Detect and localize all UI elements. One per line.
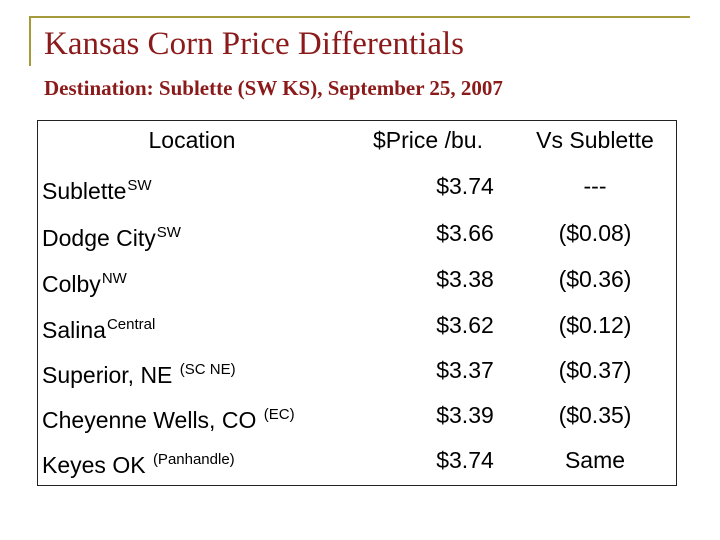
location-note: (EC): [263, 406, 295, 423]
location-name: Sublette: [42, 178, 127, 204]
difference-cell: ---: [583, 173, 607, 199]
location-note: NW: [101, 270, 127, 287]
location-name: Cheyenne Wells, CO: [42, 407, 263, 433]
slide-subtitle: Destination: Sublette (SW KS), September…: [44, 76, 503, 100]
location-cell: Keyes OK (Panhandle): [42, 446, 235, 479]
location-cell: SalinaCentral: [42, 311, 155, 344]
accent-line: [29, 16, 690, 18]
price-cell: $3.39: [436, 402, 494, 428]
location-note: (Panhandle): [152, 451, 235, 468]
location-note: SW: [156, 224, 181, 241]
location-name: Salina: [42, 317, 106, 343]
price-cell: $3.74: [436, 447, 494, 473]
difference-cell: Same: [564, 447, 626, 473]
price-cell: $3.38: [436, 266, 494, 292]
price-cell: $3.37: [436, 357, 494, 383]
location-note: Central: [106, 316, 156, 333]
price-cell: $3.66: [436, 220, 494, 246]
location-cell: SubletteSW: [42, 172, 152, 205]
difference-cell: ($0.08): [558, 220, 632, 246]
location-name: Colby: [42, 271, 101, 297]
location-name: Dodge City: [42, 225, 156, 251]
price-cell: $3.74: [436, 173, 494, 199]
difference-cell: ($0.12): [558, 312, 632, 338]
location-name: Keyes OK: [42, 452, 152, 478]
column-header: Location: [148, 127, 236, 153]
accent-line: [29, 16, 31, 66]
location-note: SW: [127, 177, 152, 194]
price-cell: $3.62: [436, 312, 494, 338]
location-note: (SC NE): [179, 361, 236, 378]
table-border: [37, 120, 677, 486]
column-header: $Price /bu.: [373, 127, 483, 153]
location-cell: ColbyNW: [42, 265, 127, 298]
location-name: Superior, NE: [42, 362, 179, 388]
difference-cell: ($0.37): [558, 357, 632, 383]
location-cell: Cheyenne Wells, CO (EC): [42, 401, 295, 434]
location-cell: Dodge CitySW: [42, 219, 181, 252]
slide-title: Kansas Corn Price Differentials: [44, 26, 465, 62]
difference-cell: ($0.35): [558, 402, 632, 428]
column-header: Vs Sublette: [536, 127, 654, 153]
difference-cell: ($0.36): [558, 266, 632, 292]
location-cell: Superior, NE (SC NE): [42, 356, 236, 389]
